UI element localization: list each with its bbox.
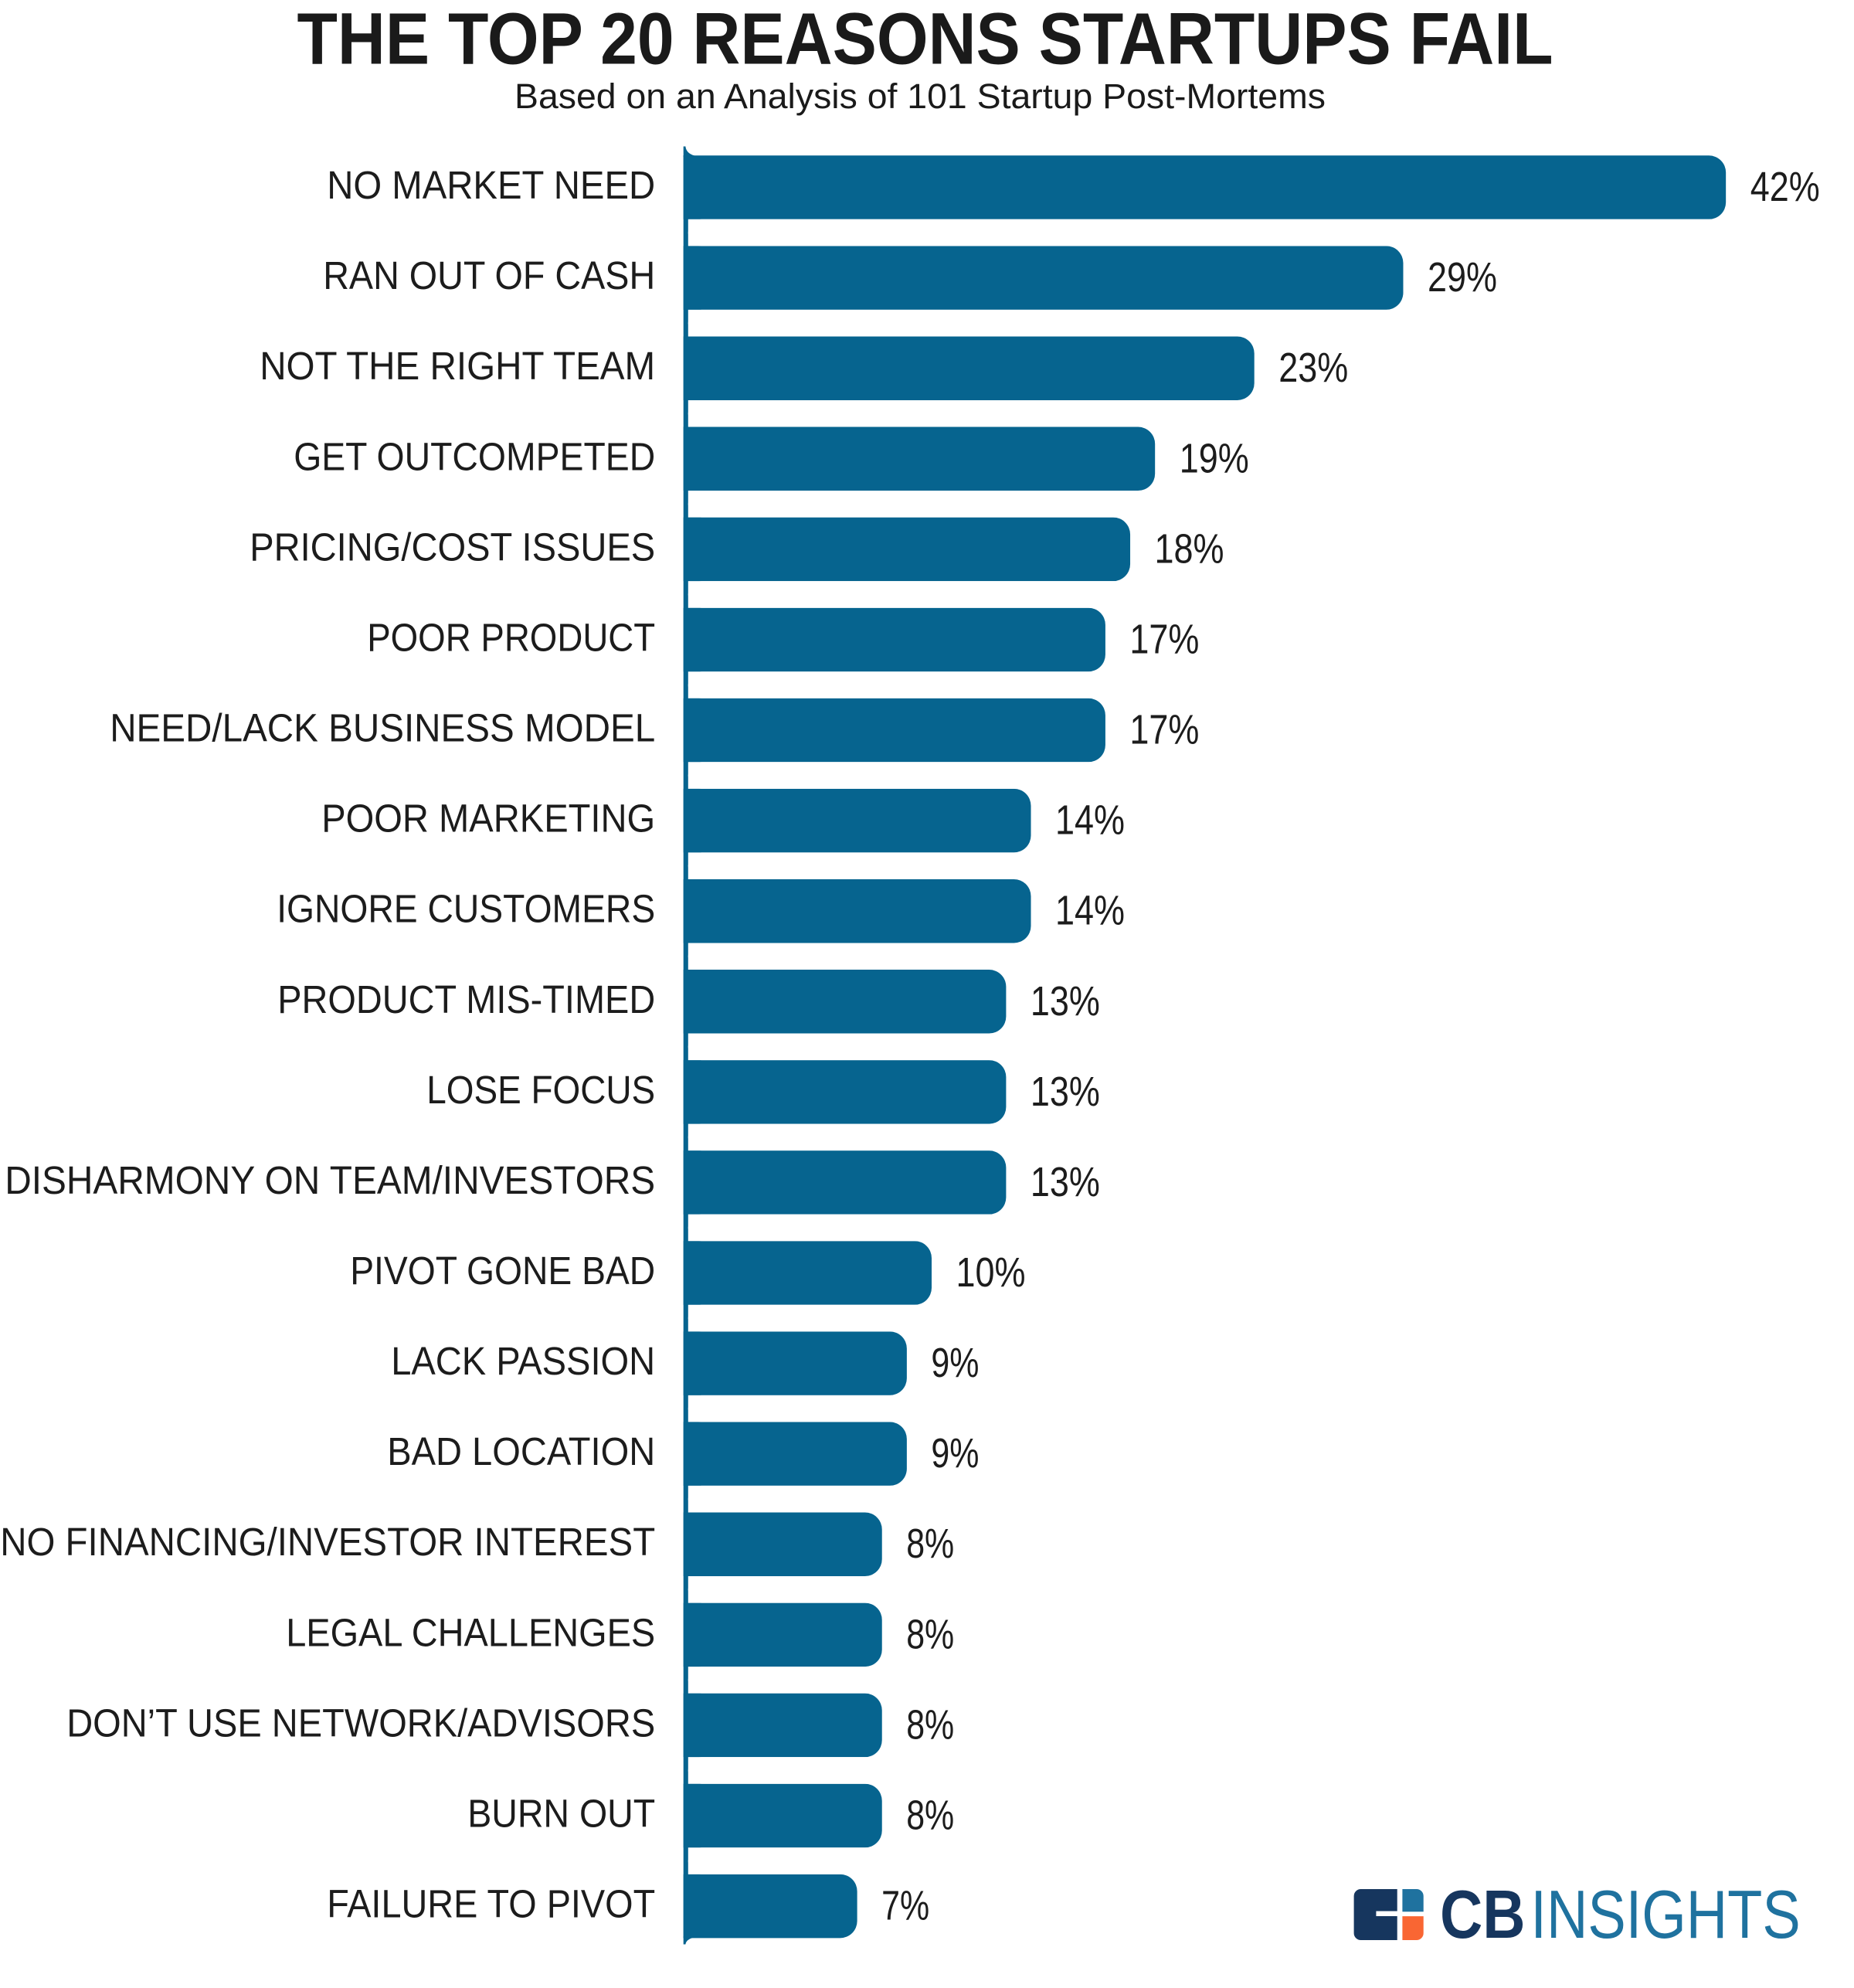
svg-text:NO FINANCING/INVESTOR INTEREST: NO FINANCING/INVESTOR INTEREST xyxy=(0,1520,655,1564)
svg-text:IGNORE CUSTOMERS: IGNORE CUSTOMERS xyxy=(277,887,655,931)
svg-text:BURN OUT: BURN OUT xyxy=(467,1792,655,1836)
svg-text:23%: 23% xyxy=(1278,345,1348,391)
svg-text:19%: 19% xyxy=(1180,435,1249,481)
svg-text:Based on an Analysis of 101 St: Based on an Analysis of 101 Startup Post… xyxy=(514,76,1326,116)
svg-text:FAILURE TO PIVOT: FAILURE TO PIVOT xyxy=(327,1882,655,1926)
svg-text:LACK PASSION: LACK PASSION xyxy=(391,1339,655,1383)
svg-text:17%: 17% xyxy=(1129,707,1199,753)
svg-text:PRICING/COST ISSUES: PRICING/COST ISSUES xyxy=(250,525,655,569)
svg-text:DISHARMONY ON TEAM/INVESTORS: DISHARMONY ON TEAM/INVESTORS xyxy=(5,1158,655,1202)
svg-text:INSIGHTS: INSIGHTS xyxy=(1530,1876,1800,1952)
svg-text:GET OUTCOMPETED: GET OUTCOMPETED xyxy=(294,434,655,478)
svg-text:7%: 7% xyxy=(881,1883,929,1929)
svg-text:9%: 9% xyxy=(931,1430,979,1477)
svg-text:POOR PRODUCT: POOR PRODUCT xyxy=(367,616,655,660)
svg-text:8%: 8% xyxy=(906,1701,954,1748)
svg-text:PIVOT GONE BAD: PIVOT GONE BAD xyxy=(350,1249,655,1293)
svg-text:14%: 14% xyxy=(1055,888,1125,934)
svg-text:29%: 29% xyxy=(1428,254,1497,301)
svg-text:CB: CB xyxy=(1440,1876,1526,1952)
svg-text:LEGAL CHALLENGES: LEGAL CHALLENGES xyxy=(286,1610,655,1654)
svg-text:LOSE FOCUS: LOSE FOCUS xyxy=(426,1068,655,1112)
svg-text:18%: 18% xyxy=(1155,525,1224,572)
svg-text:DON’T USE NETWORK/ADVISORS: DON’T USE NETWORK/ADVISORS xyxy=(66,1701,655,1745)
svg-text:10%: 10% xyxy=(956,1249,1026,1296)
svg-text:8%: 8% xyxy=(906,1611,954,1657)
svg-text:PRODUCT MIS-TIMED: PRODUCT MIS-TIMED xyxy=(277,977,655,1021)
svg-text:17%: 17% xyxy=(1129,617,1199,663)
svg-text:13%: 13% xyxy=(1031,1069,1100,1115)
svg-text:THE TOP 20 REASONS STARTUPS FA: THE TOP 20 REASONS STARTUPS FAIL xyxy=(297,0,1553,80)
svg-text:NEED/LACK BUSINESS MODEL: NEED/LACK BUSINESS MODEL xyxy=(110,706,655,750)
svg-text:NO MARKET NEED: NO MARKET NEED xyxy=(327,163,655,207)
svg-text:14%: 14% xyxy=(1055,797,1125,844)
svg-text:RAN OUT OF CASH: RAN OUT OF CASH xyxy=(323,253,655,297)
svg-text:BAD LOCATION: BAD LOCATION xyxy=(387,1429,655,1473)
svg-text:9%: 9% xyxy=(931,1340,979,1386)
svg-text:13%: 13% xyxy=(1031,1159,1100,1205)
svg-text:8%: 8% xyxy=(906,1793,954,1839)
svg-text:13%: 13% xyxy=(1031,978,1100,1025)
svg-text:42%: 42% xyxy=(1750,164,1820,210)
svg-text:8%: 8% xyxy=(906,1521,954,1567)
svg-text:POOR MARKETING: POOR MARKETING xyxy=(321,797,655,841)
svg-text:NOT THE RIGHT TEAM: NOT THE RIGHT TEAM xyxy=(260,344,655,388)
